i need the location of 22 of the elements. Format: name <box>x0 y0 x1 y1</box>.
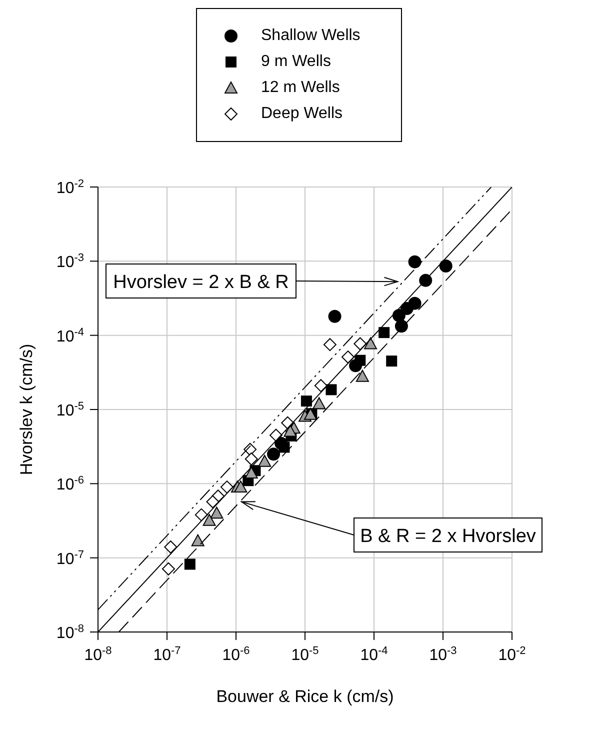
x-tick-label: 10$^{-2}$ <box>498 645 526 664</box>
annotation: B & R = 2 x Hvorslev <box>360 526 536 547</box>
legend-label: Shallow Wells <box>261 27 360 45</box>
y-tick-label: 10$^{-7}$ <box>56 548 84 568</box>
y-tick-label: 10$^{-2}$ <box>56 178 84 197</box>
y-tick-label: 10$^{-3}$ <box>56 252 84 272</box>
y-tick-label: 10$^{-6}$ <box>56 474 84 494</box>
legend-label: 12 m Wells <box>261 79 340 97</box>
y-tick-label: 10$^{-5}$ <box>56 400 84 420</box>
x-axis-title: Bouwer & Rice k (cm/s) <box>216 687 394 706</box>
y-axis-title: Hvorslev k (cm/s) <box>17 344 36 476</box>
y-tick-label: 10$^{-8}$ <box>56 623 84 642</box>
x-tick-label: 10$^{-4}$ <box>360 645 388 664</box>
x-tick-label: 10$^{-7}$ <box>153 645 181 664</box>
y-tick-label: 10$^{-4}$ <box>56 326 84 346</box>
legend-label: 9 m Wells <box>261 53 331 71</box>
x-tick-label: 10$^{-3}$ <box>429 645 457 664</box>
x-tick-label: 10$^{-5}$ <box>291 645 319 664</box>
annotation: Hvorslev = 2 x B & R <box>113 272 289 293</box>
x-tick-label: 10$^{-8}$ <box>84 645 112 664</box>
x-tick-label: 10$^{-6}$ <box>222 645 250 664</box>
legend-label: Deep Wells <box>261 105 343 123</box>
